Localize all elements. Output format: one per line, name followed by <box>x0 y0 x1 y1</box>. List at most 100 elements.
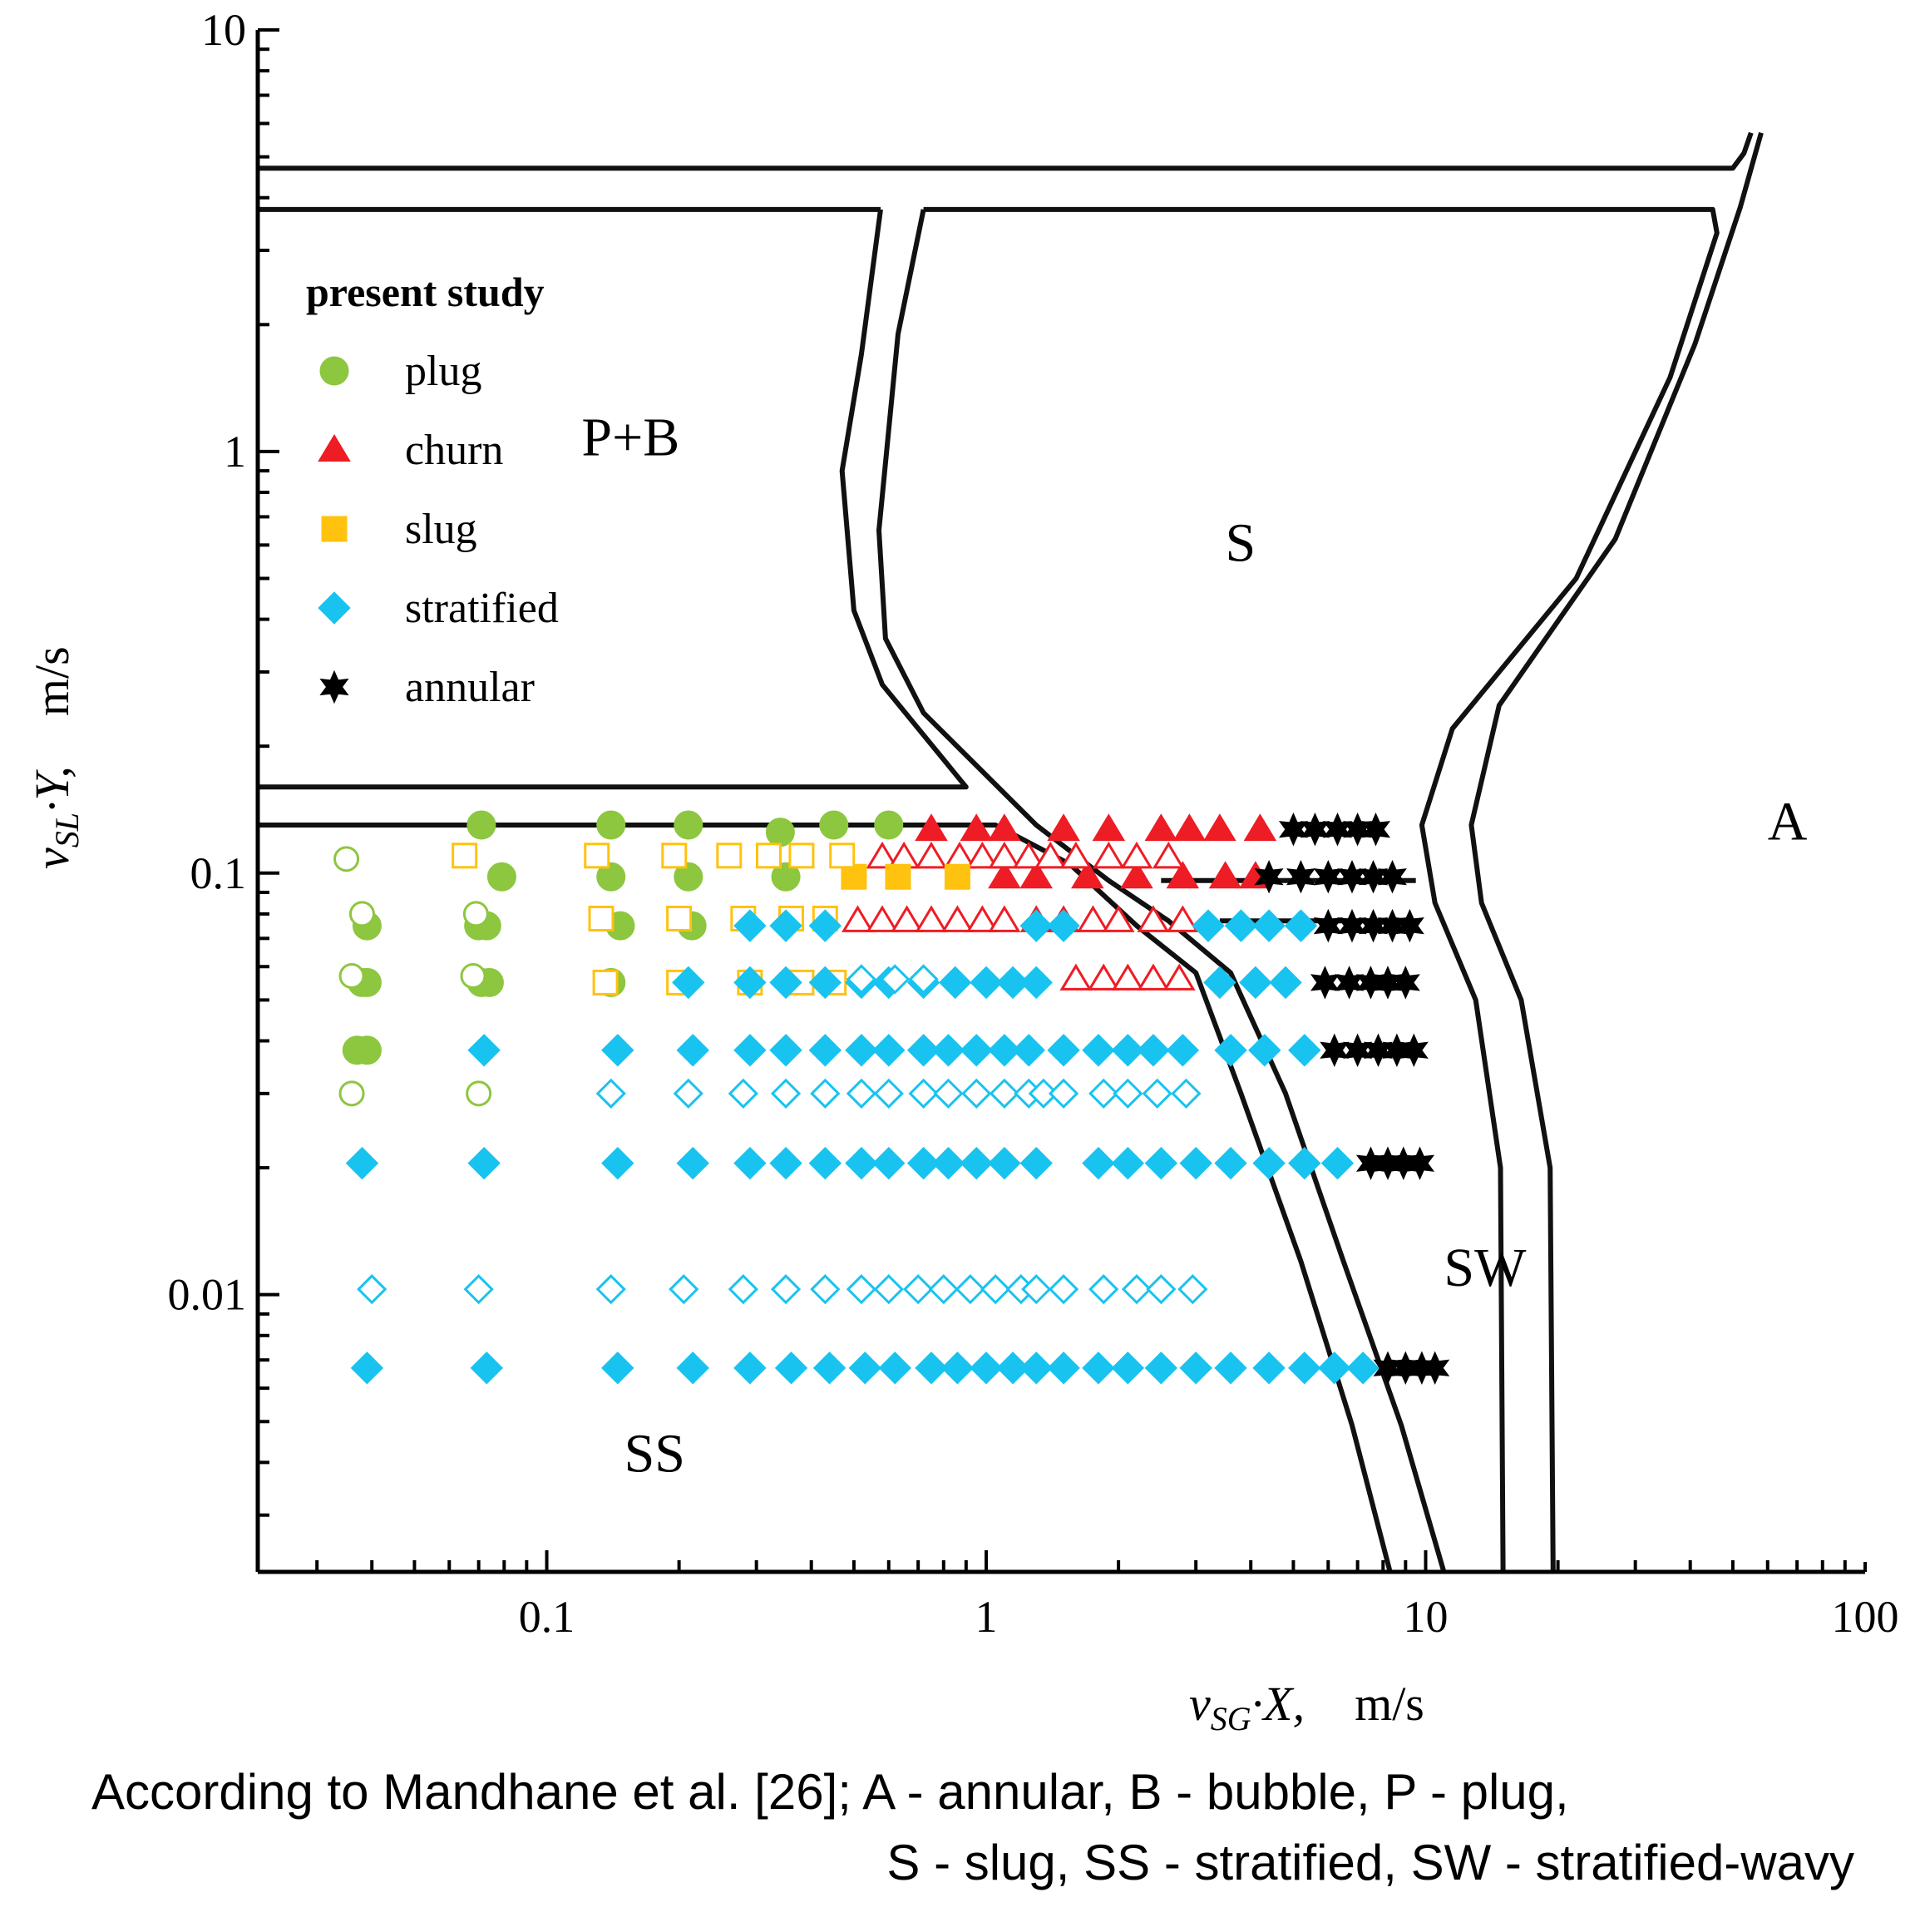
point-stratified <box>769 966 802 1000</box>
point-stratified <box>988 1146 1021 1180</box>
region-labels: P+B S A SW SS <box>581 407 1807 1484</box>
point-stratified <box>769 1146 802 1180</box>
point-stratified-open <box>908 1078 939 1109</box>
caption-line-2: S - slug, SS - stratified, SW - stratifi… <box>886 1835 1854 1890</box>
point-churn-open <box>891 905 924 932</box>
point-stratified <box>733 1034 767 1067</box>
point-annular <box>1343 812 1373 847</box>
point-plug-open <box>462 901 489 927</box>
point-annular <box>1313 859 1343 894</box>
boundary-ps-left <box>258 209 969 790</box>
point-stratified <box>1137 1034 1170 1067</box>
point-churn <box>1120 861 1153 889</box>
point-stratified <box>1111 1146 1145 1180</box>
point-stratified-open <box>873 1274 904 1305</box>
point-slug-open <box>755 842 782 869</box>
point-stratified <box>733 1351 767 1385</box>
point-stratified <box>1248 1034 1281 1067</box>
point-stratified-open <box>770 1274 802 1305</box>
point-stratified <box>988 1034 1021 1067</box>
point-stratified <box>996 1351 1029 1385</box>
region-label-a: A <box>1768 792 1808 852</box>
point-stratified-open <box>1171 1078 1202 1109</box>
point-stratified <box>1012 1034 1045 1067</box>
point-plug <box>596 810 626 840</box>
point-plug <box>674 810 703 840</box>
point-stratified <box>1284 909 1318 942</box>
point-stratified-open <box>1121 1274 1152 1305</box>
point-plug <box>486 862 516 892</box>
point-stratified <box>970 966 1003 1000</box>
point-stratified-open <box>1048 1078 1079 1109</box>
point-stratified-open <box>357 1274 387 1305</box>
boundary-s-upper-left <box>876 209 1447 1573</box>
point-slug-open <box>588 905 614 931</box>
legend-item-slug: slug <box>321 506 477 553</box>
point-annular <box>1363 1033 1393 1068</box>
point-stratified-open <box>903 1274 934 1305</box>
point-stratified-open <box>1021 1274 1052 1305</box>
point-stratified <box>676 1351 709 1385</box>
region-label-s: S <box>1226 513 1256 574</box>
point-stratified <box>676 1034 709 1067</box>
point-stratified <box>1252 1146 1286 1180</box>
boundary-annular-boundary <box>1468 131 1764 1573</box>
point-stratified-open <box>1113 1078 1143 1109</box>
y-tick-label: 1 <box>224 427 246 477</box>
x-tick-label: 10 <box>1404 1592 1449 1642</box>
point-plug-open <box>460 963 486 990</box>
series-slug <box>841 863 970 890</box>
point-annular <box>1335 966 1365 1000</box>
point-churn <box>988 861 1021 889</box>
x-axis-mult: ·X, <box>1251 1677 1305 1731</box>
point-stratified <box>812 1351 846 1385</box>
point-stratified-open <box>595 1274 626 1305</box>
point-stratified <box>960 1146 993 1180</box>
point-churn <box>1144 813 1178 842</box>
legend-item-churn: churn <box>318 427 503 474</box>
point-stratified <box>1144 1146 1178 1180</box>
point-plug-open <box>466 1080 492 1107</box>
point-stratified-open <box>1146 1274 1177 1305</box>
y-axis-sub: SL <box>48 813 86 847</box>
point-annular <box>1310 966 1340 1000</box>
x-tick-label: 1 <box>975 1592 998 1642</box>
point-stratified <box>769 1034 802 1067</box>
point-stratified <box>878 1351 912 1385</box>
caption-line-1: According to Mandhane et al. [26]; A - a… <box>91 1764 1569 1820</box>
point-stratified <box>1082 1146 1115 1180</box>
point-stratified <box>1214 1146 1247 1180</box>
point-stratified <box>1346 1351 1380 1385</box>
point-churn-open <box>1012 841 1045 869</box>
point-stratified <box>601 1146 634 1180</box>
point-stratified <box>808 1034 842 1067</box>
point-stratified-open <box>928 1274 959 1305</box>
point-stratified <box>1082 1034 1115 1067</box>
legend-label-plug: plug <box>405 348 481 395</box>
point-stratified <box>1269 966 1302 1000</box>
point-churn-open <box>1102 905 1135 932</box>
point-stratified-open <box>980 1274 1011 1305</box>
point-churn <box>1166 861 1200 889</box>
point-stratified <box>1239 966 1272 1000</box>
point-stratified <box>774 1351 808 1385</box>
point-stratified <box>1252 909 1286 942</box>
point-churn-open <box>1137 905 1170 932</box>
point-churn-open <box>1137 963 1170 991</box>
point-stratified <box>1144 1351 1178 1385</box>
axes: 0.1 1 10 100 0.01 0.1 1 10 <box>168 5 1899 1642</box>
series-plug <box>342 810 904 1065</box>
regime-boundaries <box>258 131 1764 1573</box>
point-churn <box>915 813 948 842</box>
point-stratified-open <box>669 1274 699 1305</box>
point-plug <box>819 810 849 840</box>
point-annular <box>1322 812 1352 847</box>
legend-item-annular: annular <box>319 664 535 711</box>
point-annular <box>1420 1351 1450 1386</box>
point-churn <box>1203 813 1236 842</box>
region-label-sw: SW <box>1444 1238 1527 1298</box>
point-plug-open <box>348 901 375 927</box>
point-stratified-open <box>1088 1274 1119 1305</box>
point-stratified <box>470 1351 503 1385</box>
point-churn-open <box>866 841 899 869</box>
